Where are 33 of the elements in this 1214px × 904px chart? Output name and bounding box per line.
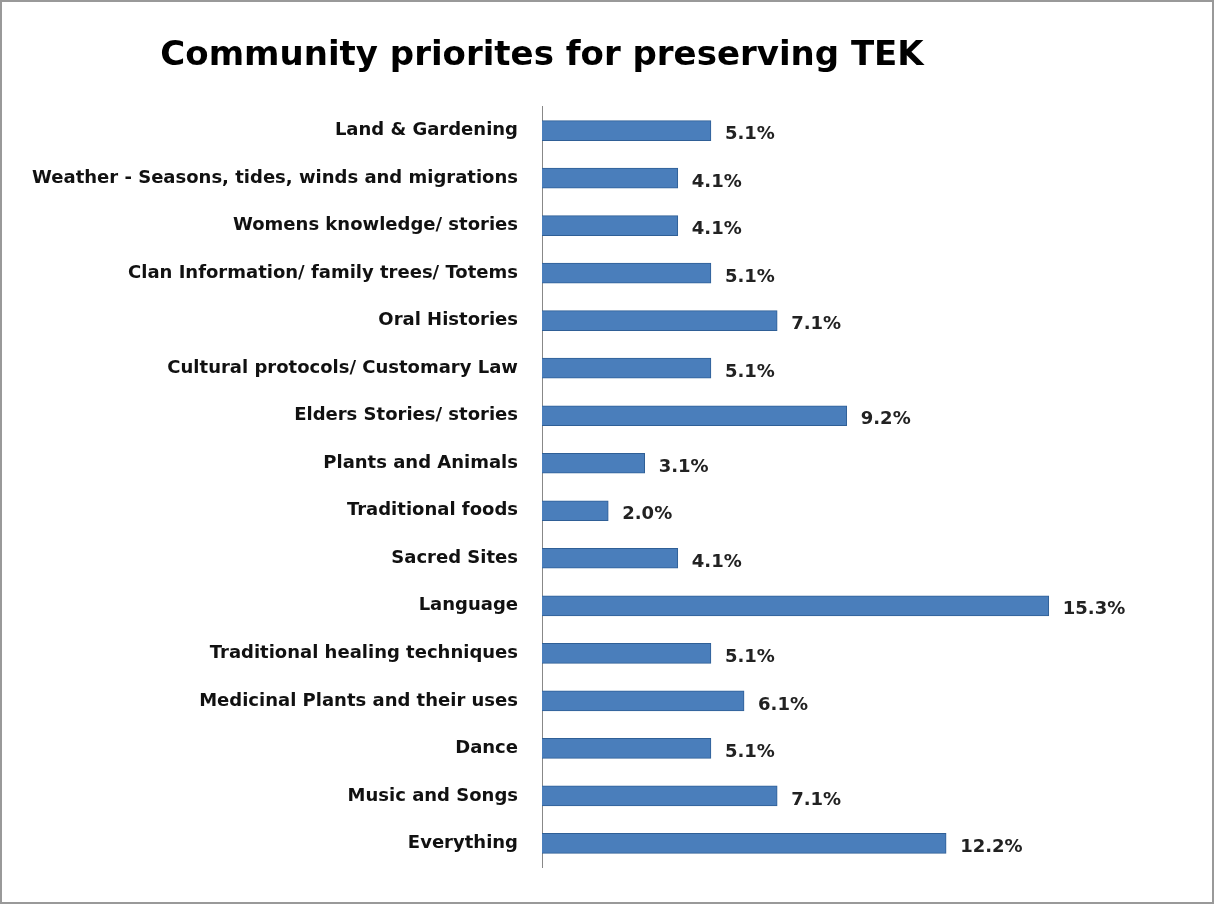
data-label: 3.1%	[658, 454, 709, 476]
y-tick-label: Sacred Sites	[391, 545, 518, 567]
data-label: 12.2%	[960, 835, 1023, 857]
data-label: 4.1%	[691, 549, 742, 571]
data-label: 6.1%	[758, 692, 808, 714]
y-tick-label: Music and Songs	[347, 783, 518, 805]
y-tick-label: Land & Gardening	[334, 118, 518, 140]
y-tick-label: Elders Stories/ stories	[294, 403, 518, 425]
data-label: 7.1%	[791, 312, 842, 334]
data-label: 5.1%	[724, 740, 775, 762]
y-tick-label: Language	[418, 593, 518, 615]
y-tick-label: Cultural protocols/ Customary Law	[167, 355, 518, 377]
data-label: 5.1%	[724, 359, 775, 381]
data-label: 9.2%	[860, 407, 911, 429]
y-tick-label: Everything	[407, 831, 518, 853]
data-label: 4.1%	[691, 169, 742, 191]
data-label: 5.1%	[724, 645, 775, 667]
data-label: 7.1%	[791, 787, 842, 809]
y-tick-label: Clan Information/ family trees/ Totems	[128, 260, 518, 282]
data-label: 5.1%	[724, 264, 775, 286]
y-tick-label: Medicinal Plants and their uses	[199, 688, 518, 710]
y-tick-label: Dance	[455, 736, 518, 758]
y-tick-label: Traditional foods	[346, 498, 518, 520]
y-tick-label: Traditional healing techniques	[209, 641, 518, 663]
data-label: 4.1%	[691, 217, 742, 239]
y-tick-label: Womens knowledge/ stories	[233, 213, 518, 235]
data-label: 5.1%	[724, 122, 775, 144]
data-label: 2.0%	[622, 502, 673, 524]
y-tick-label: Weather - Seasons, tides, winds and migrations	[32, 165, 518, 187]
y-tick-label: Oral Histories	[378, 308, 518, 330]
y-tick-label: Plants and Animals	[323, 450, 518, 472]
chart-title: Community priorites for preserving TEK	[160, 33, 926, 74]
data-label: 15.3%	[1062, 597, 1126, 619]
